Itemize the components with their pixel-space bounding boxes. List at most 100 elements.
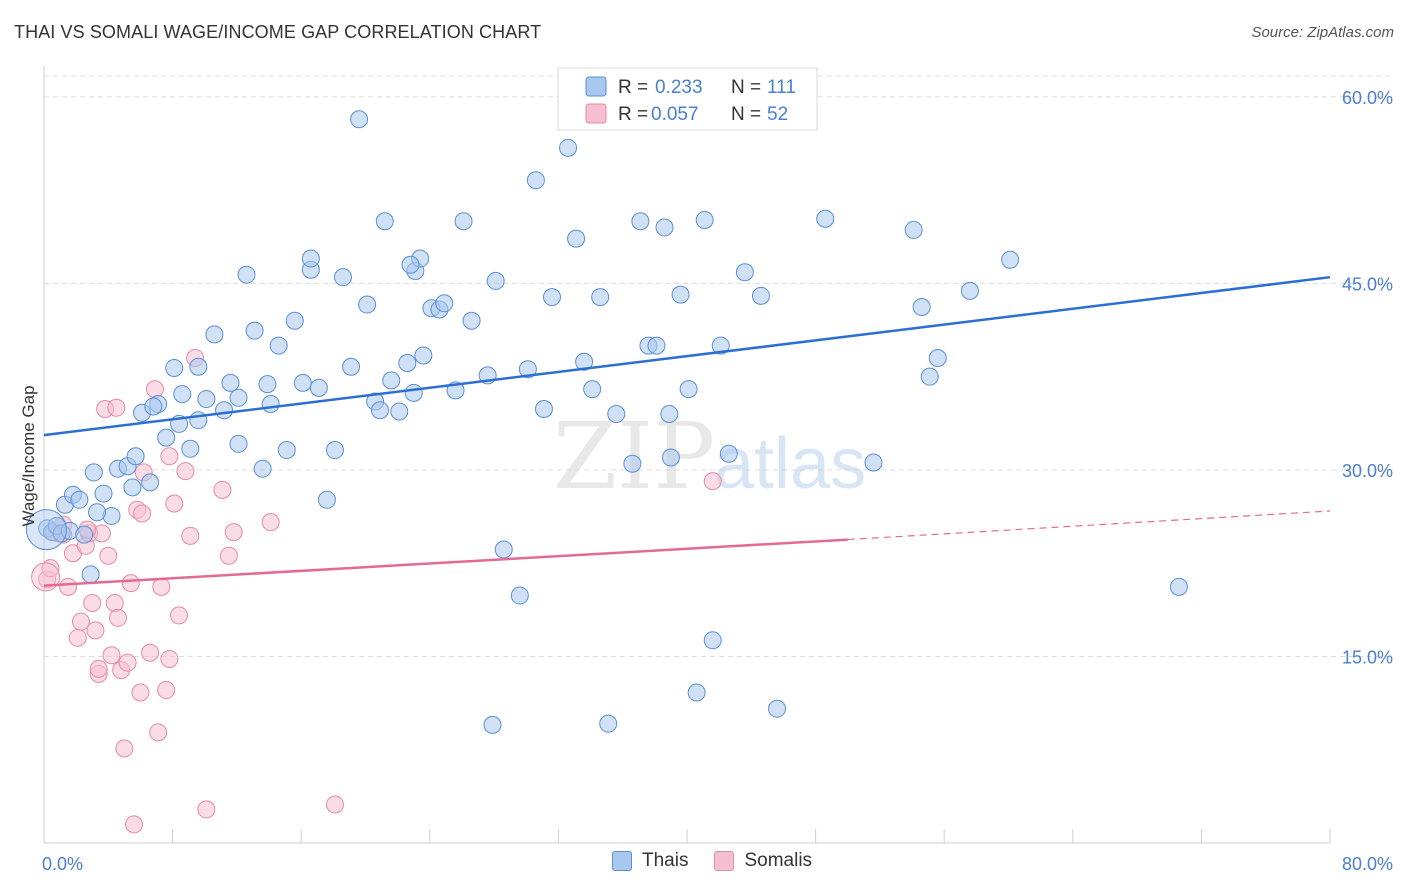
thais-point (542, 288, 561, 307)
thais-point (157, 428, 176, 447)
thais-point (679, 380, 698, 399)
thais-point (285, 311, 304, 330)
thais-point (375, 212, 394, 231)
y-axis-label: Wage/Income Gap (19, 385, 38, 526)
axes (43, 66, 1331, 844)
somalis-point (105, 593, 124, 612)
watermark-atlas: atlas (714, 424, 866, 504)
thais-point (591, 288, 610, 307)
somalis-point (121, 574, 140, 593)
somalis-point (107, 398, 126, 417)
thais-point (494, 540, 513, 559)
thais-point (70, 490, 89, 509)
thais-point (245, 321, 264, 340)
thais-point (454, 212, 473, 231)
thais-point (864, 453, 883, 472)
somalis-point (71, 612, 90, 631)
thais-point (258, 375, 277, 394)
thais-trend-line (43, 275, 1331, 437)
legend-label-somalis: Somalis (744, 850, 813, 871)
somalis-point (170, 606, 189, 625)
thais-point (1001, 250, 1020, 269)
legend-r-label-somalis: R = (618, 104, 648, 125)
somalis-point (125, 815, 144, 834)
thais-point (719, 444, 738, 463)
tick-labels: 15.0% 30.0% 45.0% 60.0% 0.0% 80.0% (42, 88, 1393, 874)
thais-point (382, 371, 401, 390)
thais-point (631, 212, 650, 231)
somalis-point (261, 513, 280, 532)
legend-r-value-thais: 0.233 (655, 77, 703, 98)
thais-point (583, 380, 602, 399)
thais-point (816, 209, 835, 228)
thais-point (126, 447, 145, 466)
thais-point (398, 353, 417, 372)
y-tick-label: 15.0% (1342, 647, 1393, 667)
somalis-points (31, 349, 722, 834)
thais-point (518, 360, 537, 379)
thais-point (189, 357, 208, 376)
thais-point (1169, 577, 1188, 596)
thais-point (526, 171, 545, 190)
thais-point (414, 346, 433, 365)
thais-point (711, 336, 730, 355)
legend-swatch-thais (612, 851, 632, 871)
somalis-point (99, 546, 118, 565)
somalis-point (68, 628, 87, 647)
thais-point (534, 400, 553, 419)
stats-legend: R = 0.233 N = 111 R = 0.057 N = 52 (557, 67, 818, 131)
thais-point (221, 373, 240, 392)
somalis-trend-line (43, 538, 848, 587)
thais-point (350, 110, 369, 129)
thais-point (215, 401, 234, 420)
thais-point (229, 434, 248, 453)
thais-point (661, 448, 680, 467)
somalis-point (703, 472, 722, 491)
somalis-point (160, 649, 179, 668)
thais-point (751, 286, 770, 305)
legend-item-thais: Thais (612, 850, 688, 872)
legend-n-value-somalis: 52 (767, 104, 788, 125)
somalis-point (145, 380, 164, 399)
somalis-point (197, 800, 216, 819)
thais-point (205, 325, 224, 344)
thais-point (695, 210, 714, 229)
thais-point (229, 388, 248, 407)
thais-point (390, 402, 409, 421)
thais-point (768, 699, 787, 718)
somalis-point (41, 559, 60, 578)
thais-point (165, 358, 184, 377)
legend-swatch-somalis (714, 851, 735, 871)
thais-point (920, 367, 939, 386)
thais-point (333, 268, 352, 287)
somalis-point (152, 577, 171, 596)
thais-point (607, 404, 626, 423)
thais-point (370, 401, 389, 420)
thais-point (404, 383, 423, 402)
x-tick-label-max: 80.0% (1342, 854, 1393, 874)
thais-point (647, 336, 666, 355)
thais-point (435, 294, 454, 313)
trend-lines (43, 275, 1331, 587)
somalis-point (181, 526, 200, 545)
thais-point (277, 441, 296, 460)
somalis-point (118, 653, 137, 672)
thais-point (655, 218, 674, 237)
somalis-point (86, 621, 105, 640)
thais-point (144, 397, 163, 416)
legend-r-value-somalis: 0.057 (651, 104, 699, 125)
thais-point (181, 439, 200, 458)
series-legend: Thais Somalis (612, 850, 838, 872)
thais-point (912, 298, 931, 317)
thais-point (462, 311, 481, 330)
legend-r-label-thais: R = (618, 77, 648, 98)
somalis-point (89, 659, 108, 678)
somalis-point (325, 795, 344, 814)
thais-point (486, 271, 505, 290)
thais-point (94, 484, 113, 503)
somalis-point (213, 480, 232, 499)
thais-point (84, 463, 103, 482)
thais-point (671, 285, 690, 304)
thais-point (960, 281, 979, 300)
thais-point (703, 631, 722, 650)
